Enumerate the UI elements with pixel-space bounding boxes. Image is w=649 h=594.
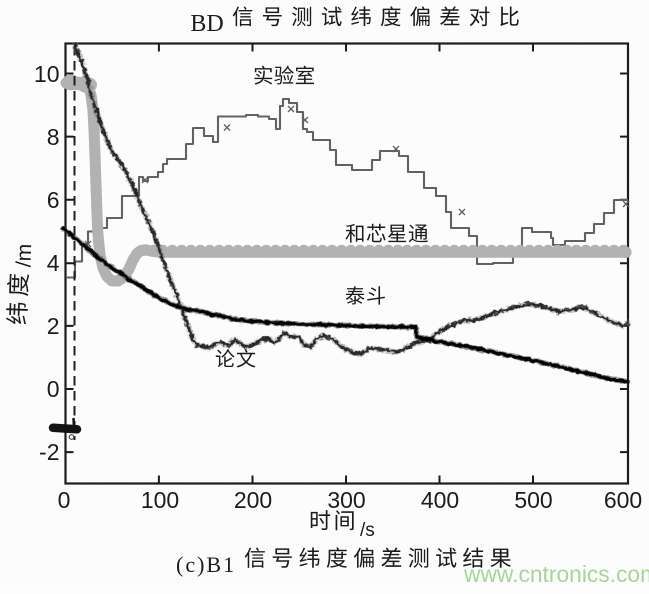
- svg-text:0: 0: [47, 376, 60, 402]
- svg-text:300: 300: [327, 487, 365, 513]
- svg-text:100: 100: [141, 487, 179, 513]
- svg-text:4: 4: [47, 250, 60, 276]
- svg-text:0: 0: [58, 487, 71, 513]
- svg-text:2: 2: [47, 313, 60, 339]
- svg-text:10: 10: [34, 61, 60, 87]
- svg-text:-2: -2: [39, 439, 59, 465]
- svg-text:/s: /s: [360, 520, 375, 541]
- svg-text:www.cntronics.com: www.cntronics.com: [463, 561, 649, 587]
- svg-text:400: 400: [421, 487, 459, 513]
- svg-text:BD: BD: [190, 11, 223, 37]
- svg-text:6: 6: [47, 187, 60, 213]
- svg-text:500: 500: [514, 487, 552, 513]
- svg-text:8: 8: [47, 124, 60, 150]
- svg-text:/m: /m: [12, 243, 36, 267]
- svg-text:(c)B1: (c)B1: [176, 552, 236, 577]
- svg-text:600: 600: [604, 487, 642, 513]
- svg-text:200: 200: [234, 487, 272, 513]
